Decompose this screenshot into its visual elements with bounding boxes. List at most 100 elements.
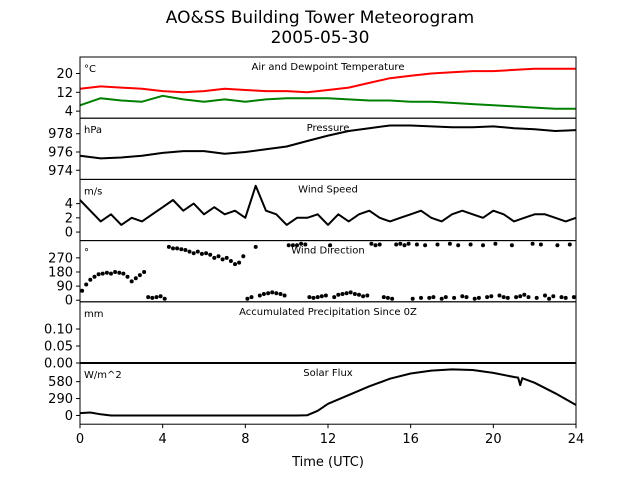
data-point	[121, 271, 126, 276]
data-point	[431, 295, 436, 300]
unit-label: m/s	[84, 186, 102, 197]
data-point	[344, 291, 349, 296]
data-point	[348, 290, 353, 295]
x-axis-label: Time (UTC)	[291, 455, 364, 470]
data-point	[377, 242, 382, 247]
data-point	[303, 242, 308, 247]
data-point	[245, 296, 250, 301]
data-point	[162, 296, 167, 301]
y-tick-label: 0.05	[44, 340, 73, 355]
data-point	[84, 282, 89, 287]
series-line-0	[79, 124, 577, 160]
data-point	[423, 243, 428, 248]
unit-label: °C	[84, 64, 96, 75]
data-point	[104, 270, 109, 275]
data-point	[228, 259, 233, 263]
y-tick-label: 270	[48, 251, 73, 266]
panel-5: 0 290 580 W/m^2 Solar Flux	[48, 362, 577, 425]
data-point	[96, 272, 101, 277]
panel-0: 4 12 20 °C Air and Dewpoint Temperature	[56, 56, 577, 120]
data-point	[323, 293, 328, 298]
y-tick-label: 4	[65, 197, 73, 212]
data-point	[567, 242, 572, 247]
y-tick-label: 4	[65, 105, 73, 120]
x-tick-label: 0	[76, 432, 84, 447]
series-line-0	[79, 368, 577, 417]
data-point	[534, 295, 539, 300]
y-tick-label: 20	[56, 67, 73, 82]
data-point	[340, 292, 345, 296]
chart-title: AO&SS Building Tower Meteorogram	[165, 8, 475, 28]
data-point	[257, 293, 262, 298]
unit-label: mm	[84, 309, 103, 320]
data-point	[191, 251, 196, 256]
data-point	[390, 296, 395, 301]
data-point	[443, 295, 448, 300]
data-point	[439, 296, 444, 301]
data-point	[452, 295, 457, 300]
y-tick-label: 976	[48, 145, 73, 160]
data-point	[290, 243, 295, 248]
data-point	[199, 251, 204, 256]
data-point	[505, 295, 510, 300]
panel-title: Accumulated Precipitation Since 0Z	[239, 307, 417, 318]
data-point	[100, 271, 105, 276]
y-tick-label: 12	[56, 86, 73, 101]
data-point	[241, 254, 246, 259]
data-point	[204, 251, 209, 256]
data-point	[381, 295, 386, 300]
data-point	[509, 243, 514, 248]
data-point	[216, 254, 221, 259]
y-tick-label: 290	[48, 392, 73, 407]
data-point	[447, 241, 452, 246]
data-point	[133, 276, 138, 281]
data-point	[460, 294, 465, 299]
data-point	[464, 295, 469, 300]
x-tick-label: 20	[485, 432, 502, 447]
data-point	[175, 246, 180, 251]
data-point	[571, 295, 576, 300]
data-point	[551, 294, 556, 299]
data-point	[501, 295, 506, 300]
data-point	[406, 241, 411, 246]
x-tick-label: 24	[568, 432, 585, 447]
data-point	[547, 296, 552, 301]
series-line-0	[79, 184, 577, 226]
data-point	[328, 243, 333, 248]
data-point	[233, 262, 237, 267]
data-point	[270, 290, 275, 295]
data-point	[212, 255, 217, 260]
x-tick-label: 4	[159, 432, 167, 447]
data-point	[150, 295, 155, 300]
data-point	[80, 288, 85, 293]
data-point	[266, 291, 271, 296]
data-point	[394, 242, 399, 247]
data-point	[295, 243, 299, 248]
panel-title: Solar Flux	[303, 368, 353, 379]
y-tick-label: 978	[48, 127, 73, 142]
data-point	[410, 296, 415, 301]
data-point	[274, 291, 279, 296]
data-point	[361, 294, 366, 299]
data-point	[472, 296, 477, 301]
data-point	[497, 293, 502, 298]
y-tick-label: 0.10	[44, 323, 73, 338]
data-point	[530, 241, 535, 246]
data-point	[166, 244, 171, 249]
data-point	[538, 242, 543, 247]
data-point	[369, 241, 374, 246]
data-point	[154, 295, 159, 300]
data-point	[311, 295, 316, 300]
y-tick-label: 90	[56, 280, 73, 295]
data-point	[286, 243, 291, 248]
data-point	[485, 295, 490, 300]
data-point	[171, 246, 175, 251]
data-point	[307, 295, 312, 300]
data-point	[435, 242, 440, 247]
data-point	[315, 295, 320, 300]
data-point	[427, 295, 432, 300]
x-tick-label: 12	[320, 432, 337, 447]
data-point	[518, 294, 523, 299]
data-point	[319, 294, 324, 299]
